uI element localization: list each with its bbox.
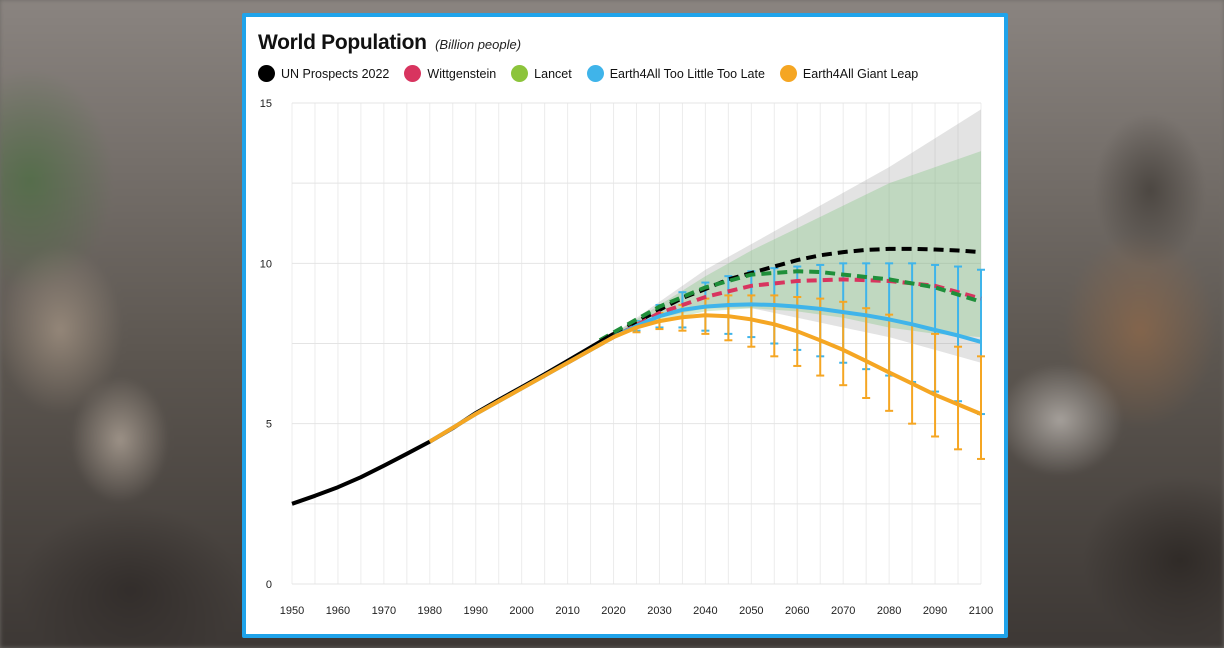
legend-swatch-giant-leap [779, 65, 797, 82]
legend-label-wittgenstein: Wittgenstein [427, 66, 497, 81]
x-tick-label: 2010 [555, 605, 579, 617]
y-tick-label: 10 [260, 258, 272, 270]
x-tick-label: 2030 [647, 605, 671, 617]
chart-panel: World Population (Billion people) UN Pro… [242, 13, 1008, 638]
chart-title: World Population [258, 31, 427, 54]
y-gridlines [292, 102, 981, 585]
x-tick-label: 1980 [418, 605, 442, 617]
legend-swatch-un-prospects [258, 65, 275, 82]
x-tick-label: 2080 [877, 605, 901, 617]
lancet-projection-line [598, 269, 982, 343]
legend-label-un-prospects: UN Prospects 2022 [281, 66, 390, 81]
legend-swatch-wittgenstein [404, 65, 422, 82]
chart-legend: UN Prospects 2022 Wittgenstein Lancet Ea… [258, 65, 933, 82]
legend-label-giant-leap: Earth4All Giant Leap [802, 66, 919, 81]
chart-header: World Population (Billion people) [258, 31, 521, 55]
legend-item-giant-leap: Earth4All Giant Leap [779, 65, 919, 82]
legend-swatch-lancet [511, 65, 529, 82]
legend-item-un-prospects: UN Prospects 2022 [258, 65, 389, 82]
x-tick-label: 2050 [739, 605, 763, 617]
legend-item-lancet: Lancet [511, 65, 572, 82]
x-tick-label: 1970 [372, 605, 396, 617]
legend-label-lancet: Lancet [534, 66, 572, 81]
x-tick-label: 2100 [969, 605, 993, 617]
population-chart: 1950 1960 1970 1980 1990 2000 2010 2020 2030 2040… [260, 98, 993, 617]
legend-swatch-too-little-too-late [586, 65, 604, 82]
x-tick-label: 2000 [509, 605, 533, 617]
chart-subtitle: (Billion people) [435, 37, 522, 52]
x-tick-label: 2060 [785, 605, 809, 617]
legend-label-too-little-too-late: Earth4All Too Little Too Late [609, 66, 765, 81]
x-tick-label: 1950 [280, 605, 304, 617]
x-tick-label: 1990 [463, 605, 487, 617]
legend-item-wittgenstein: Wittgenstein [404, 65, 496, 82]
y-tick-label: 0 [266, 579, 272, 591]
giant-leap-line [428, 313, 982, 444]
x-tick-label: 2090 [923, 605, 947, 617]
x-tick-label: 2020 [601, 605, 625, 617]
y-tick-label: 15 [260, 98, 272, 110]
legend-item-too-little-too-late: Earth4All Too Little Too Late [586, 65, 765, 82]
x-tick-label: 2070 [831, 605, 855, 617]
x-tick-label: 2040 [693, 605, 717, 617]
x-tick-label: 1960 [326, 605, 350, 617]
y-tick-label: 5 [266, 419, 272, 431]
